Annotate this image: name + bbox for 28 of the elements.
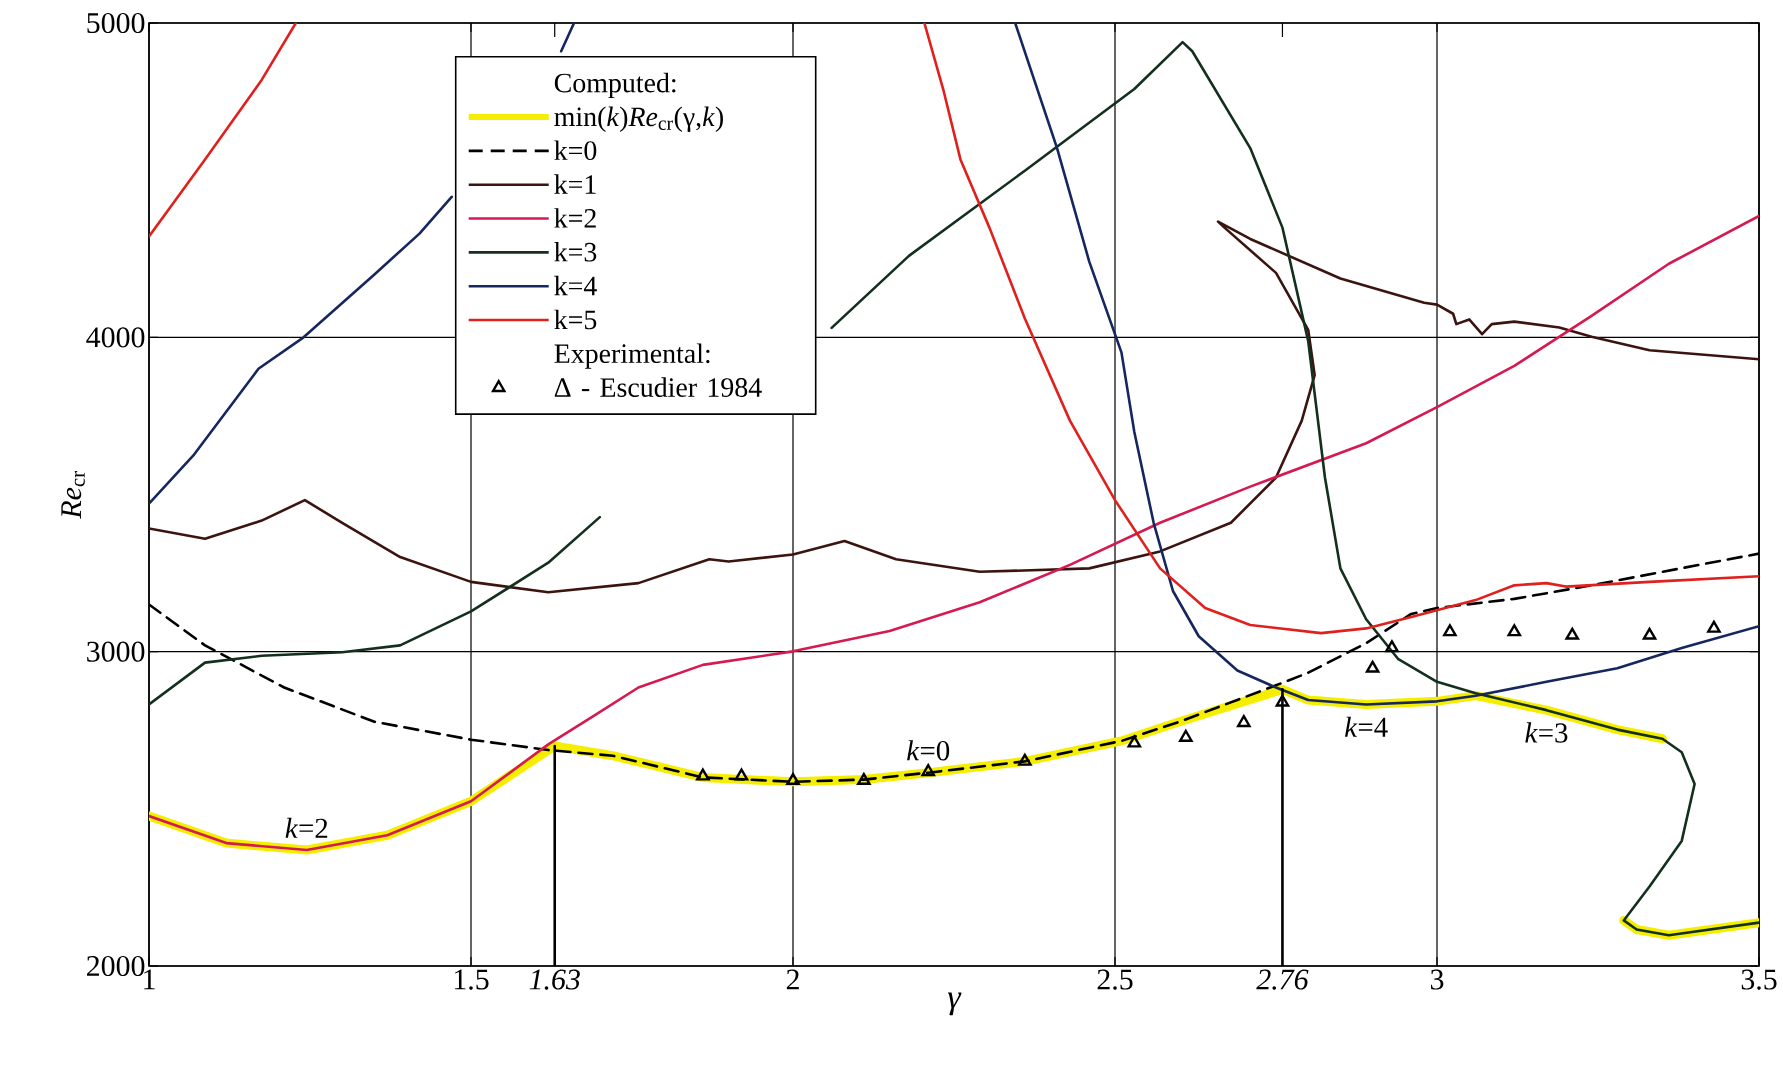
y-tick-label: 4000 — [86, 327, 145, 348]
x-tick-label: 2.76 — [1256, 969, 1309, 990]
legend-label: k=3 — [554, 241, 597, 262]
legend-title: Computed: — [554, 72, 676, 99]
x-tick-label: 1.63 — [529, 969, 580, 990]
annotation: k=3 — [1525, 722, 1568, 743]
legend-label: k=5 — [554, 309, 597, 330]
legend-label: k=2 — [554, 208, 596, 228]
y-axis-title: Re$_{cr}$ — [61, 471, 85, 519]
y-tick-label: 5000 — [87, 12, 145, 34]
x-tick-label: 3.5 — [1741, 969, 1777, 990]
legend-label: k=0 — [554, 140, 597, 161]
x-tick-label: 2.5 — [1097, 969, 1133, 990]
legend-label: min(k)Re$_{cr}$(γ,k) — [554, 106, 723, 132]
annotation: k=2 — [285, 817, 328, 838]
y-tick-label: 2000 — [87, 955, 145, 977]
y-tick-label: 3000 — [87, 641, 145, 662]
annotation: Experimental: — [554, 343, 710, 369]
annotation: k=0 — [907, 740, 950, 761]
annotation: k=4 — [1345, 716, 1388, 737]
x-tick-label: 1 — [144, 969, 155, 990]
x-tick-label: 3 — [1430, 969, 1444, 990]
legend-label: k=4 — [554, 275, 597, 296]
x-axis-title: γ — [947, 992, 962, 1016]
x-tick-label: 2 — [786, 969, 799, 990]
legend-label: Δ - Escudier 1984 — [554, 377, 762, 397]
x-tick-label: 1.5 — [454, 969, 489, 990]
legend-label: k=1 — [554, 174, 596, 194]
